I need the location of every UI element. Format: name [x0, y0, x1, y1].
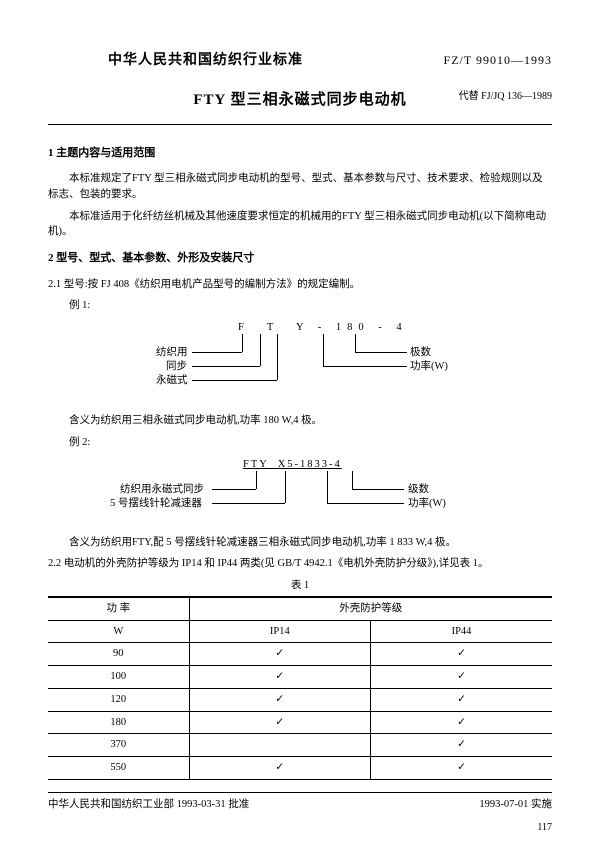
section2-1: 2.1 型号:按 FJ 408《纺织用电机产品型号的编制方法》的规定编制。 — [48, 277, 552, 293]
d1-v1 — [242, 334, 243, 352]
footer-effective: 1993-07-01 实施 — [479, 797, 552, 813]
d2-h2 — [212, 503, 285, 504]
section1-title: 1 主题内容与适用范围 — [48, 145, 552, 162]
d1-l-yongci: 永磁式 — [156, 373, 188, 389]
d2-h3 — [352, 489, 404, 490]
table1: 功 率 外壳防护等级 W IP14 IP44 90 ✓ ✓ 100 ✓ ✓ 120 ✓ ✓ … — [48, 596, 552, 780]
cell: ✓ — [457, 694, 466, 705]
col-power-unit: W — [113, 626, 123, 637]
cell: 180 — [110, 717, 126, 728]
doc-title: FTY 型三相永磁式同步电动机 — [193, 89, 406, 112]
d1-v5 — [355, 334, 356, 352]
cell: ✓ — [275, 694, 284, 705]
section2-title: 2 型号、型式、基本参数、外形及安装尺寸 — [48, 250, 552, 267]
cell: ✓ — [457, 739, 466, 750]
cell: 120 — [110, 694, 126, 705]
d1-h1 — [192, 352, 242, 353]
table-row: 180 ✓ ✓ — [48, 711, 552, 734]
d1-v2 — [260, 334, 261, 366]
footer-approved: 中华人民共和国纺织工业部 1993-03-31 批准 — [48, 797, 249, 813]
d2-h4 — [327, 503, 404, 504]
d2-l-jsq: 5 号摆线针轮减速器 — [110, 496, 202, 512]
cell: 370 — [110, 739, 126, 750]
d1-l-gonglv: 功率(W) — [410, 359, 448, 375]
example2-label: 例 2: — [69, 435, 552, 451]
col-ip14: IP14 — [270, 626, 290, 637]
cell: ✓ — [457, 762, 466, 773]
d2-v2 — [285, 471, 286, 503]
col-ip44: IP44 — [452, 626, 472, 637]
d1-meaning: 含义为纺织用三相永磁式同步电动机,功率 180 W,4 极。 — [48, 413, 552, 429]
standard-code: FZ/T 99010—1993 — [444, 51, 552, 69]
d2-v4 — [327, 471, 328, 503]
d1-h3 — [192, 380, 277, 381]
d1-h5 — [323, 366, 407, 367]
col-group: 外壳防护等级 — [339, 603, 402, 614]
cell: ✓ — [457, 648, 466, 659]
footer: 中华人民共和国纺织工业部 1993-03-31 批准 1993-07-01 实施 — [48, 792, 552, 813]
cell: ✓ — [275, 762, 284, 773]
d2-h1 — [212, 489, 256, 490]
example1-label: 例 1: — [69, 298, 552, 314]
cell: ✓ — [457, 671, 466, 682]
doc-title-row: FTY 型三相永磁式同步电动机 代替 FJ/JQ 136—1989 — [48, 89, 552, 112]
replaces-note: 代替 FJ/JQ 136—1989 — [459, 89, 552, 104]
table-row: 90 ✓ ✓ — [48, 643, 552, 666]
d1-h2 — [192, 366, 260, 367]
org-title: 中华人民共和国纺织行业标准 — [108, 50, 303, 71]
cell: 550 — [110, 762, 126, 773]
d1-v4 — [323, 334, 324, 366]
table1-caption: 表 1 — [48, 578, 552, 594]
cell: ✓ — [275, 671, 284, 682]
d1-v3 — [277, 334, 278, 380]
table-row: 120 ✓ ✓ — [48, 688, 552, 711]
section1-p1: 本标准规定了FTY 型三相永磁式同步电动机的型号、型式、基本参数与尺寸、技术要求… — [48, 171, 552, 203]
header-divider — [48, 124, 552, 125]
cell: 90 — [113, 648, 124, 659]
cell: 100 — [110, 671, 126, 682]
model-diagram-2: FTY X5-1833-4 纺织用永磁式同步 5 号摆线针轮减速器 级数 功率(… — [48, 457, 552, 527]
d1-h4 — [355, 352, 407, 353]
table-row: 370 ✓ — [48, 734, 552, 757]
table1-body: 90 ✓ ✓ 100 ✓ ✓ 120 ✓ ✓ 180 ✓ ✓ 370 ✓ 550 ✓ ✓ — [48, 643, 552, 780]
d2-meaning: 含义为纺织用FTY,配 5 号摆线针轮减速器三相永磁式同步电动机,功率 1 83… — [48, 535, 552, 551]
model-diagram-1: F T Y - 180 - 4 纺织用 同步 永磁式 极数 功率(W) — [48, 320, 552, 405]
d2-v5 — [352, 471, 353, 489]
header-row: 中华人民共和国纺织行业标准 FZ/T 99010—1993 — [48, 50, 552, 71]
col-power: 功 率 — [106, 603, 130, 614]
section1-p2: 本标准适用于化纤纺丝机械及其他速度要求恒定的机械用的FTY 型三相永磁式同步电动… — [48, 209, 552, 241]
cell: ✓ — [275, 648, 284, 659]
page-number: 117 — [537, 820, 552, 835]
cell: ✓ — [457, 717, 466, 728]
d2-v1 — [256, 471, 257, 489]
section2-2: 2.2 电动机的外壳防护等级为 IP14 和 IP44 两类(见 GB/T 49… — [48, 556, 552, 572]
cell: ✓ — [275, 717, 284, 728]
d2-l-gonglv: 功率(W) — [408, 496, 446, 512]
table-row: 100 ✓ ✓ — [48, 666, 552, 689]
table-row: 550 ✓ ✓ — [48, 757, 552, 780]
